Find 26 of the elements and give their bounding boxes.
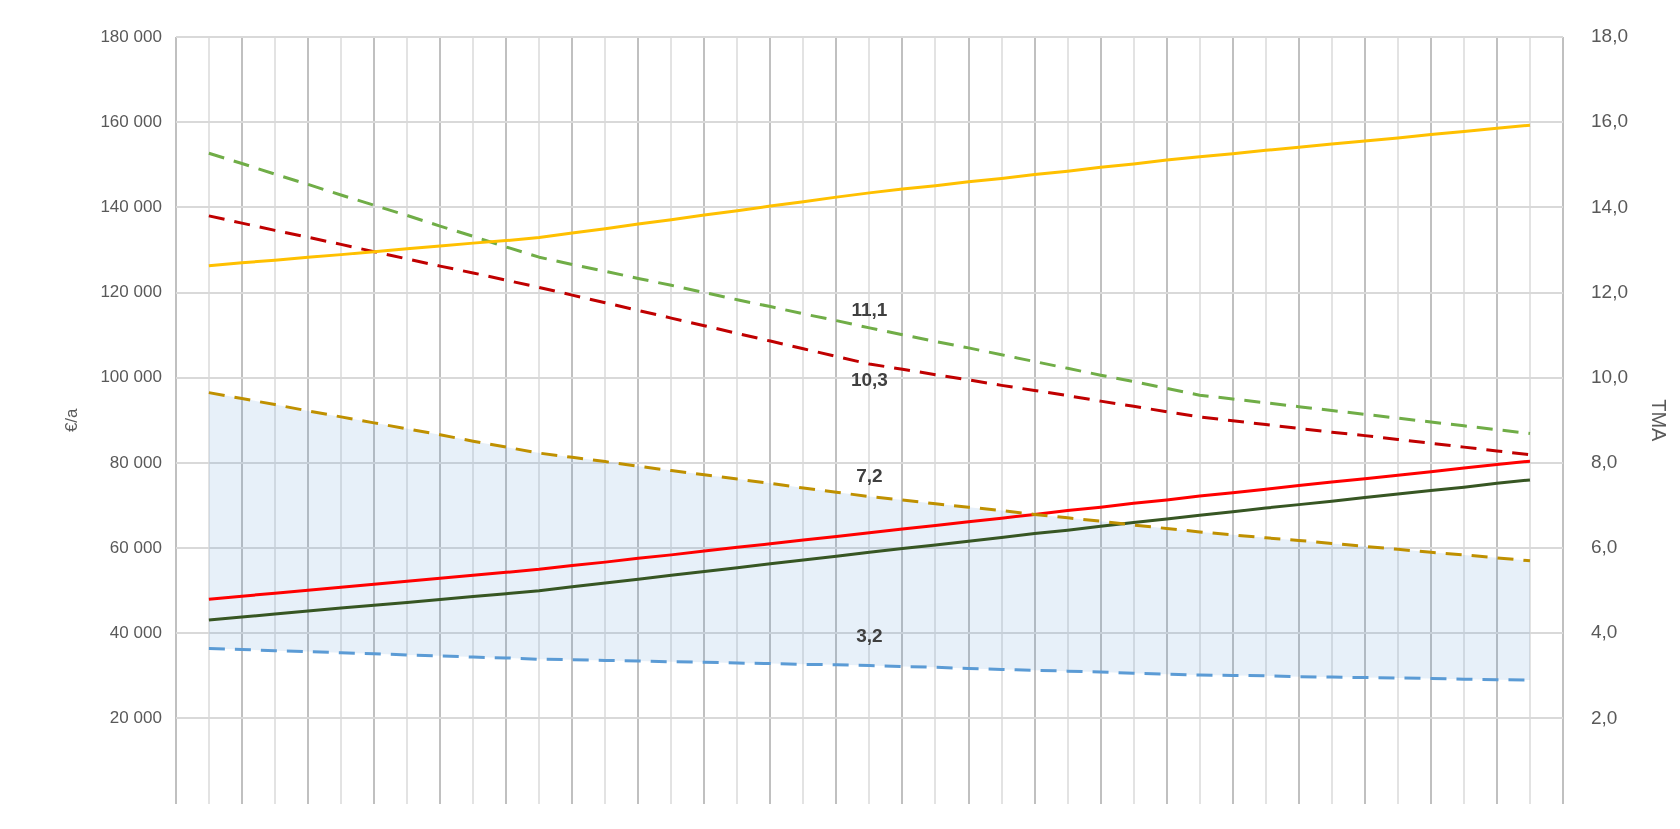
y-tick-label: 40 000	[109, 622, 162, 642]
annotation: 3,2	[856, 624, 883, 646]
y-tick-label: 100 000	[100, 367, 162, 387]
y2-tick-label: 12,0	[1591, 280, 1628, 302]
y2-tick-label: 6,0	[1591, 536, 1618, 558]
y-tick-label: 80 000	[109, 452, 162, 472]
y2-tick-label: 16,0	[1591, 110, 1628, 132]
y2-tick-label: 18,0	[1591, 25, 1628, 47]
annotation: 7,2	[856, 465, 883, 487]
y-tick-label: 180 000	[100, 26, 162, 46]
line-series	[207, 151, 1532, 435]
y-tick-label: 20 000	[109, 708, 162, 728]
annotation: 10,3	[850, 368, 888, 390]
y-tick-label: 140 000	[100, 197, 162, 217]
y-tick-label: 60 000	[109, 537, 162, 557]
y-tick-label: 120 000	[100, 282, 162, 302]
y2-tick-label: 8,0	[1591, 451, 1618, 473]
y2-tick-label: 10,0	[1591, 365, 1628, 387]
line-series	[207, 391, 1532, 563]
y-tick-label: 160 000	[100, 111, 162, 131]
y2-axis-title: TMA	[1648, 399, 1671, 443]
annotation: 11,1	[851, 298, 888, 320]
y2-tick-label: 14,0	[1591, 195, 1628, 217]
y2-tick-label: 4,0	[1591, 621, 1618, 643]
y-axis-title: €/a	[61, 407, 81, 433]
y2-tick-label: 2,0	[1591, 706, 1618, 728]
